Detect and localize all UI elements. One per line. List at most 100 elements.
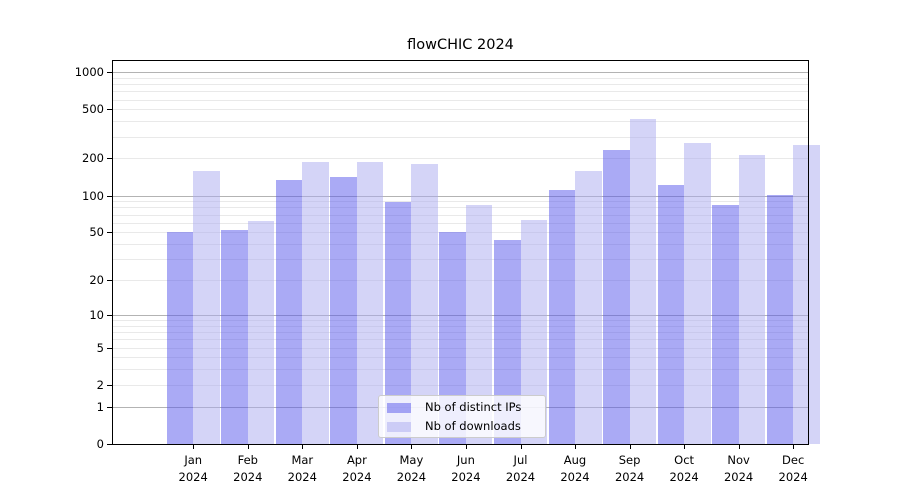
y-tick-label-1: 1 bbox=[96, 399, 104, 414]
x-tick-label-dec: Dec 2024 bbox=[763, 452, 823, 485]
bar-downloads-nov bbox=[738, 154, 766, 444]
bar-ips-sep bbox=[603, 149, 630, 444]
x-tick-year-sep: 2024 bbox=[614, 469, 645, 484]
y-tick-mark-500 bbox=[107, 109, 112, 111]
bar-ips-apr bbox=[330, 177, 357, 444]
y-tick-label-10: 10 bbox=[89, 307, 104, 322]
gridline-100 bbox=[113, 195, 808, 197]
x-tick-year-jun: 2024 bbox=[451, 469, 481, 484]
x-tick-mark-feb bbox=[247, 445, 249, 449]
gridline-60 bbox=[113, 222, 808, 224]
x-tick-label-aug: Aug 2024 bbox=[545, 452, 605, 485]
bar-downloads-jan bbox=[193, 171, 220, 444]
x-tick-month-nov: Nov bbox=[727, 453, 750, 467]
x-tick-month-apr: Apr bbox=[346, 453, 367, 467]
x-tick-mark-apr bbox=[356, 445, 358, 449]
bar-ips-feb bbox=[221, 230, 248, 444]
x-tick-mark-jun bbox=[465, 445, 467, 449]
x-tick-year-aug: 2024 bbox=[560, 469, 590, 484]
y-tick-label-200: 200 bbox=[82, 151, 104, 166]
x-tick-month-feb: Feb bbox=[237, 453, 258, 467]
legend-label-ips: Nb of distinct IPs bbox=[425, 400, 522, 414]
x-tick-label-oct: Oct 2024 bbox=[654, 452, 714, 485]
x-tick-mark-mar bbox=[302, 445, 304, 449]
y-tick-mark-200 bbox=[107, 158, 112, 160]
x-tick-label-jan: Jan 2024 bbox=[163, 452, 223, 485]
x-tick-mark-may bbox=[411, 445, 413, 449]
gridline-90 bbox=[113, 201, 808, 203]
y-tick-mark-2 bbox=[107, 384, 112, 386]
gridline-500 bbox=[113, 109, 808, 111]
x-tick-label-nov: Nov 2024 bbox=[709, 452, 769, 485]
y-tick-mark-1000 bbox=[107, 72, 112, 73]
y-tick-label-20: 20 bbox=[89, 273, 104, 288]
y-tick-label-500: 500 bbox=[82, 102, 104, 117]
gridline-800 bbox=[113, 84, 808, 85]
x-tick-year-may: 2024 bbox=[396, 469, 427, 484]
legend: Nb of distinct IPs Nb of downloads bbox=[378, 395, 546, 438]
bar-ips-dec bbox=[766, 195, 794, 444]
y-tick-mark-50 bbox=[107, 232, 112, 234]
gridline-300 bbox=[113, 136, 808, 138]
x-tick-label-may: May 2024 bbox=[381, 452, 441, 485]
bar-downloads-dec bbox=[793, 144, 820, 444]
gridline-1000 bbox=[113, 72, 808, 73]
x-tick-month-jan: Jan bbox=[184, 453, 203, 467]
x-tick-month-aug: Aug bbox=[563, 453, 587, 467]
x-tick-year-feb: 2024 bbox=[233, 469, 263, 484]
y-tick-mark-0 bbox=[107, 444, 112, 445]
x-tick-month-sep: Sep bbox=[618, 453, 641, 467]
bar-downloads-mar bbox=[302, 162, 329, 444]
x-tick-label-jun: Jun 2024 bbox=[436, 452, 496, 485]
bar-downloads-feb bbox=[247, 220, 275, 444]
bar-ips-mar bbox=[275, 180, 303, 444]
x-tick-year-jul: 2024 bbox=[505, 469, 536, 484]
legend-swatch-ips bbox=[387, 403, 411, 413]
y-tick-mark-1 bbox=[107, 406, 112, 408]
x-tick-month-may: May bbox=[399, 453, 424, 467]
x-tick-mark-jul bbox=[520, 445, 522, 449]
y-tick-label-5: 5 bbox=[96, 340, 104, 355]
gridline-700 bbox=[113, 91, 808, 93]
x-tick-year-nov: 2024 bbox=[723, 469, 754, 484]
x-tick-month-jul: Jul bbox=[513, 453, 528, 467]
x-tick-label-jul: Jul 2024 bbox=[491, 452, 551, 485]
x-tick-month-mar: Mar bbox=[291, 453, 314, 467]
x-tick-label-mar: Mar 2024 bbox=[272, 452, 332, 485]
x-tick-mark-jan bbox=[193, 445, 195, 449]
bar-ips-aug bbox=[548, 190, 575, 444]
legend-label-downloads: Nb of downloads bbox=[425, 419, 521, 433]
x-tick-year-oct: 2024 bbox=[669, 469, 699, 484]
x-tick-year-apr: 2024 bbox=[342, 469, 372, 484]
y-tick-label-1000: 1000 bbox=[74, 65, 104, 79]
gridline-200 bbox=[113, 158, 808, 160]
x-tick-label-apr: Apr 2024 bbox=[327, 452, 387, 485]
chart-title: flowCHIC 2024 bbox=[407, 37, 514, 53]
y-tick-mark-100 bbox=[107, 195, 112, 197]
bar-ips-nov bbox=[712, 205, 739, 444]
x-tick-month-jun: Jun bbox=[456, 453, 475, 467]
y-tick-mark-5 bbox=[107, 347, 112, 349]
x-tick-mark-sep bbox=[629, 445, 631, 449]
gridline-600 bbox=[113, 99, 808, 101]
y-tick-mark-20 bbox=[107, 280, 112, 282]
bar-downloads-aug bbox=[575, 171, 602, 444]
bar-ips-jan bbox=[166, 232, 194, 444]
y-tick-label-0: 0 bbox=[96, 437, 104, 451]
x-tick-mark-dec bbox=[793, 445, 795, 449]
y-tick-mark-10 bbox=[107, 314, 112, 316]
x-tick-mark-nov bbox=[738, 445, 740, 449]
gridline-80 bbox=[113, 207, 808, 209]
gridline-400 bbox=[113, 121, 808, 123]
x-tick-year-dec: 2024 bbox=[778, 469, 808, 484]
gridline-70 bbox=[113, 214, 808, 216]
gridline-900 bbox=[113, 77, 808, 79]
x-tick-label-sep: Sep 2024 bbox=[600, 452, 660, 485]
legend-swatch-downloads bbox=[387, 422, 411, 432]
x-tick-year-mar: 2024 bbox=[287, 469, 317, 484]
x-tick-month-oct: Oct bbox=[674, 453, 695, 467]
x-tick-year-jan: 2024 bbox=[178, 469, 208, 484]
x-tick-mark-aug bbox=[575, 445, 576, 449]
bar-ips-oct bbox=[657, 184, 685, 444]
